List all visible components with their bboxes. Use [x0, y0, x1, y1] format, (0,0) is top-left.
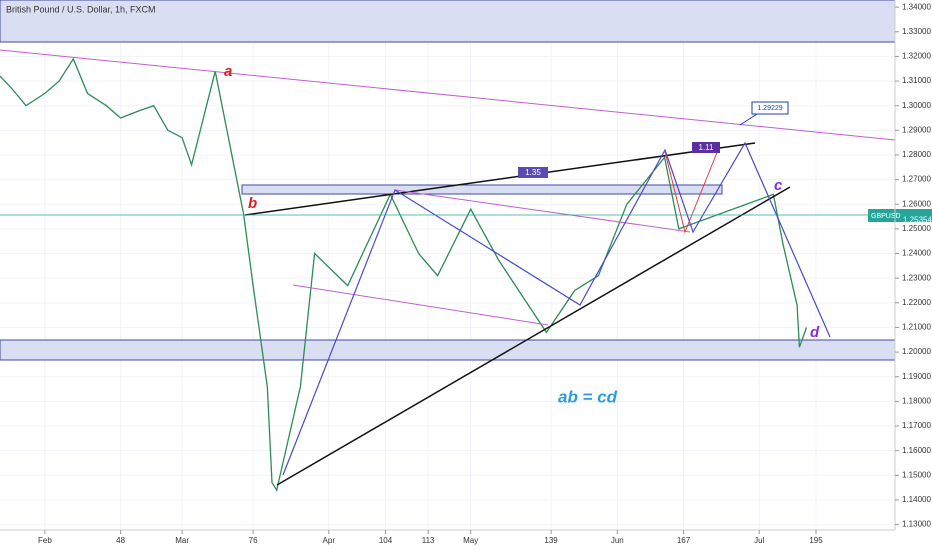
- chart-title: British Pound / U.S. Dollar, 1h, FXCM: [6, 4, 156, 14]
- y-tick-label: 1.30000: [902, 101, 931, 110]
- x-tick-label: 195: [809, 536, 823, 545]
- trendline: [276, 186, 791, 486]
- x-tick-label: Feb: [38, 536, 52, 545]
- label-a: a: [224, 63, 232, 80]
- x-tick-label: Jun: [611, 536, 624, 545]
- y-tick-label: 1.19000: [902, 372, 931, 381]
- label-c: c: [774, 177, 783, 194]
- y-tick-label: 1.32000: [902, 52, 931, 61]
- y-tick-label: 1.21000: [902, 323, 931, 332]
- channel: [394, 189, 691, 233]
- y-tick-label: 1.29000: [902, 125, 931, 134]
- zone-mid: [241, 184, 723, 195]
- y-tick-label: 1.14000: [902, 495, 931, 504]
- x-tick-label: 113: [422, 536, 435, 545]
- y-tick-label: 1.24000: [902, 249, 931, 258]
- y-tick-label: 1.33000: [902, 27, 931, 36]
- y-tick-label: 1.23000: [902, 273, 931, 282]
- channel: [292, 284, 549, 326]
- x-tick-label: Mar: [175, 536, 189, 545]
- zone-bottom: [0, 339, 896, 361]
- y-tick-label: 1.20000: [902, 347, 931, 356]
- ratio-box: [518, 167, 548, 178]
- ratio-label: 1.11: [699, 143, 715, 152]
- target-label: 1.29229: [757, 105, 782, 112]
- y-tick-label: 1.27000: [902, 175, 931, 184]
- symbol-label: GBPUSD: [871, 213, 901, 220]
- x-tick-label: Apr: [323, 536, 336, 545]
- label-d: d: [810, 324, 820, 341]
- y-tick-label: 1.13000: [902, 520, 931, 529]
- drawings: [0, 49, 932, 486]
- label-b: b: [248, 195, 257, 212]
- y-tick-label: 1.26000: [902, 199, 931, 208]
- callout-box: [751, 101, 789, 115]
- x-tick-label: 139: [544, 536, 558, 545]
- y-tick-label: 1.28000: [902, 150, 931, 159]
- last-price-label: 1.25354: [903, 215, 932, 224]
- x-tick-label: 48: [116, 536, 125, 545]
- x-tick-label: Jul: [754, 536, 764, 545]
- ratio-box: [692, 142, 720, 153]
- y-tick-label: 1.25000: [902, 224, 931, 233]
- grid: [0, 0, 895, 530]
- wave: [282, 141, 831, 476]
- trendline: [244, 142, 756, 216]
- y-tick-label: 1.18000: [902, 396, 931, 405]
- zone-top: [0, 0, 896, 43]
- x-tick-label: 167: [677, 536, 691, 545]
- y-tick-label: 1.16000: [902, 446, 931, 455]
- x-tick-label: 104: [379, 536, 393, 545]
- x-tick-label: 76: [249, 536, 258, 545]
- trendline: [0, 49, 896, 141]
- y-tick-label: 1.15000: [902, 470, 931, 479]
- y-tick-label: 1.31000: [902, 76, 931, 85]
- y-tick-label: 1.34000: [902, 2, 931, 11]
- projection: [664, 149, 719, 234]
- y-tick-label: 1.22000: [902, 298, 931, 307]
- pattern-label: ab = cd: [558, 387, 618, 406]
- price-box: [868, 209, 932, 222]
- x-tick-label: May: [463, 536, 478, 545]
- ratio-label: 1.35: [525, 168, 541, 177]
- y-tick-label: 1.17000: [902, 421, 931, 430]
